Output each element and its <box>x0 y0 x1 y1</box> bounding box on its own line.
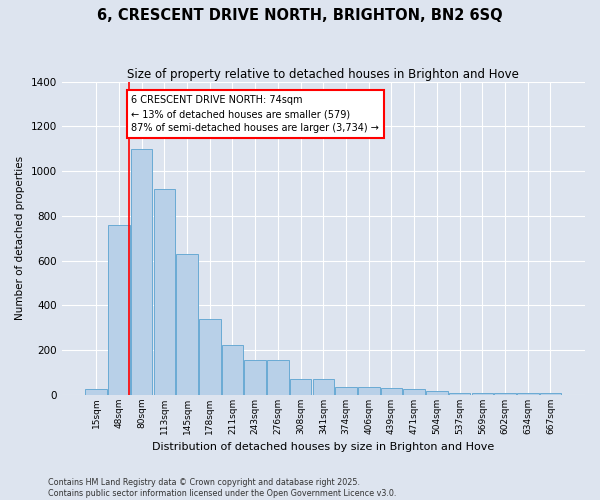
Bar <box>494 393 516 395</box>
Bar <box>358 386 380 395</box>
Bar <box>539 393 561 395</box>
Bar <box>313 380 334 395</box>
Bar <box>108 225 130 395</box>
Text: Contains HM Land Registry data © Crown copyright and database right 2025.
Contai: Contains HM Land Registry data © Crown c… <box>48 478 397 498</box>
Y-axis label: Number of detached properties: Number of detached properties <box>15 156 25 320</box>
Bar <box>85 390 107 395</box>
X-axis label: Distribution of detached houses by size in Brighton and Hove: Distribution of detached houses by size … <box>152 442 494 452</box>
Bar <box>380 388 402 395</box>
Bar <box>403 388 425 395</box>
Text: 6, CRESCENT DRIVE NORTH, BRIGHTON, BN2 6SQ: 6, CRESCENT DRIVE NORTH, BRIGHTON, BN2 6… <box>97 8 503 22</box>
Bar <box>176 254 198 395</box>
Bar <box>426 391 448 395</box>
Bar <box>131 149 152 395</box>
Bar <box>222 344 243 395</box>
Bar <box>244 360 266 395</box>
Bar <box>472 393 493 395</box>
Bar <box>267 360 289 395</box>
Title: Size of property relative to detached houses in Brighton and Hove: Size of property relative to detached ho… <box>127 68 519 80</box>
Text: 6 CRESCENT DRIVE NORTH: 74sqm
← 13% of detached houses are smaller (579)
87% of : 6 CRESCENT DRIVE NORTH: 74sqm ← 13% of d… <box>131 95 379 133</box>
Bar <box>449 393 470 395</box>
Bar <box>199 319 221 395</box>
Bar <box>335 386 357 395</box>
Bar <box>517 393 539 395</box>
Bar <box>290 380 311 395</box>
Bar <box>154 189 175 395</box>
